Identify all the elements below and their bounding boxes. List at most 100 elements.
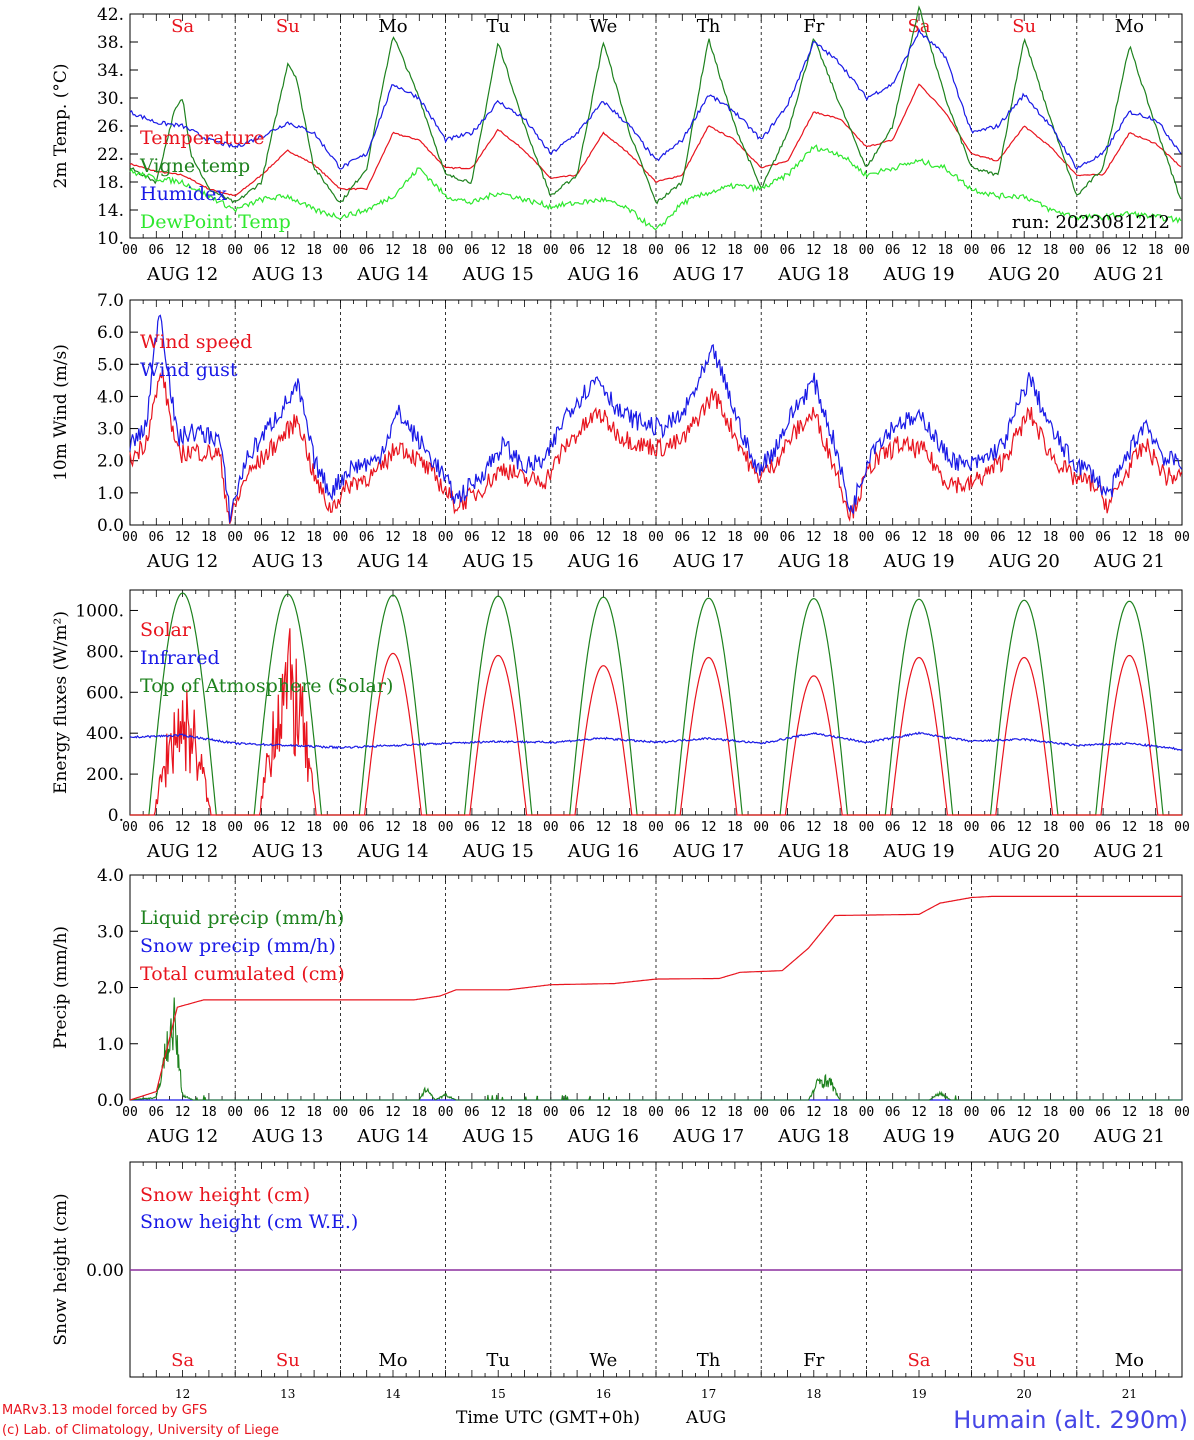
x-hour-label: 00 [1069, 1105, 1085, 1120]
day-of-week-label: Mo [378, 16, 407, 37]
x-hour-label: 12 [280, 530, 296, 545]
x-hour-label: 12 [385, 530, 401, 545]
y-tick-label: 600. [86, 683, 124, 703]
x-date-label: AUG 19 [882, 841, 954, 862]
x-hour-label: 18 [306, 530, 322, 545]
x-hour-label: 18 [517, 820, 533, 835]
x-date-label: AUG 16 [567, 1126, 639, 1147]
x-date-label: AUG 18 [777, 264, 849, 285]
x-date-label: AUG 12 [146, 841, 218, 862]
x-hour-label: 12 [806, 820, 822, 835]
x-hour-label: 18 [1043, 820, 1059, 835]
run-annotation: run: 2023081212 [1012, 212, 1170, 233]
y-tick-label: 22. [97, 145, 124, 165]
x-hour-label: 00 [753, 820, 769, 835]
station-name: Humain (alt. 290m) [953, 1406, 1188, 1434]
x-date-label: AUG 19 [882, 551, 954, 572]
y-tick-label: 2.0 [97, 452, 124, 472]
x-hour-label: 12 [701, 243, 717, 258]
x-hour-label: 00 [1174, 243, 1190, 258]
x-hour-label: 18 [201, 243, 217, 258]
x-hour-label: 00 [1174, 1105, 1190, 1120]
x-date-label: AUG 20 [988, 264, 1060, 285]
x-hour-label: 00 [648, 1105, 664, 1120]
x-date-label: AUG 15 [462, 1126, 534, 1147]
series-line [129, 997, 1182, 1101]
x-hour-label: 06 [885, 1105, 901, 1120]
y-axis-title-1: 2m Temp. (°C) [51, 63, 71, 188]
x-date-label: AUG 19 [882, 1126, 954, 1147]
x-day-number: 13 [280, 1387, 295, 1401]
legend-entry: Humidex [140, 183, 227, 205]
x-hour-label: 18 [411, 820, 427, 835]
x-hour-label: 06 [990, 1105, 1006, 1120]
x-hour-label: 06 [359, 1105, 375, 1120]
x-hour-label: 06 [148, 530, 164, 545]
x-hour-label: 00 [438, 530, 454, 545]
x-hour-label: 06 [569, 243, 585, 258]
x-hour-label: 00 [227, 243, 243, 258]
x-date-label: AUG 17 [672, 264, 744, 285]
series-line [129, 5, 1182, 205]
x-day-number: 16 [596, 1387, 611, 1401]
x-hour-label: 12 [596, 1105, 612, 1120]
x-hour-label: 06 [780, 530, 796, 545]
x-hour-label: 18 [201, 820, 217, 835]
plot-frame-2 [129, 299, 1183, 526]
series-line [129, 83, 1182, 197]
x-date-label: AUG 13 [251, 264, 323, 285]
x-hour-label: 18 [727, 1105, 743, 1120]
x-hour-label: 12 [1122, 530, 1138, 545]
x-hour-label: 00 [964, 1105, 980, 1120]
x-hour-label: 12 [1016, 243, 1032, 258]
day-of-week-label: Su [276, 1350, 300, 1371]
x-date-label: AUG 17 [672, 551, 744, 572]
x-hour-label: 00 [543, 243, 559, 258]
x-hour-label: 18 [411, 243, 427, 258]
y-tick-label: 38. [97, 33, 124, 53]
x-date-label: AUG 15 [462, 264, 534, 285]
x-hour-label: 12 [1122, 243, 1138, 258]
x-date-label: AUG 16 [567, 551, 639, 572]
x-hour-label: 00 [122, 820, 138, 835]
legend-entry: Temperature [140, 127, 264, 149]
y-tick-label: 42. [97, 5, 124, 25]
x-date-label: AUG 18 [777, 841, 849, 862]
x-hour-label: 12 [385, 820, 401, 835]
day-of-week-label: Su [1012, 1350, 1036, 1371]
x-hour-label: 00 [859, 530, 875, 545]
x-hour-label: 12 [911, 243, 927, 258]
x-hour-label: 00 [333, 820, 349, 835]
x-hour-label: 06 [674, 243, 690, 258]
x-hour-label: 12 [806, 243, 822, 258]
x-hour-label: 18 [517, 530, 533, 545]
x-hour-label: 00 [859, 243, 875, 258]
x-hour-label: 06 [359, 243, 375, 258]
legend-entry: Liquid precip (mm/h) [140, 907, 344, 929]
x-hour-label: 06 [254, 820, 270, 835]
series-line [129, 314, 1183, 523]
x-day-number: 17 [701, 1387, 716, 1401]
y-tick-label: 5.0 [97, 355, 124, 375]
x-hour-label: 12 [1016, 1105, 1032, 1120]
x-hour-label: 12 [490, 820, 506, 835]
series-line [129, 731, 1183, 751]
legend-entry: Vigne temp [139, 155, 250, 177]
x-hour-label: 06 [148, 243, 164, 258]
x-hour-label: 12 [806, 530, 822, 545]
x-hour-label: 06 [464, 1105, 480, 1120]
x-hour-label: 00 [648, 820, 664, 835]
x-hour-label: 00 [1069, 530, 1085, 545]
x-hour-label: 06 [780, 820, 796, 835]
x-hour-label: 12 [596, 530, 612, 545]
x-hour-label: 06 [148, 1105, 164, 1120]
legend-entry: DewPoint Temp [140, 211, 291, 233]
legend-entry: Snow height (cm W.E.) [140, 1211, 358, 1233]
x-hour-label: 18 [727, 820, 743, 835]
x-date-label: AUG 14 [356, 1126, 428, 1147]
x-hour-label: 06 [990, 820, 1006, 835]
y-tick-label: 0.0 [97, 516, 124, 536]
x-hour-label: 06 [674, 820, 690, 835]
x-hour-label: 12 [806, 1105, 822, 1120]
x-hour-label: 12 [280, 1105, 296, 1120]
